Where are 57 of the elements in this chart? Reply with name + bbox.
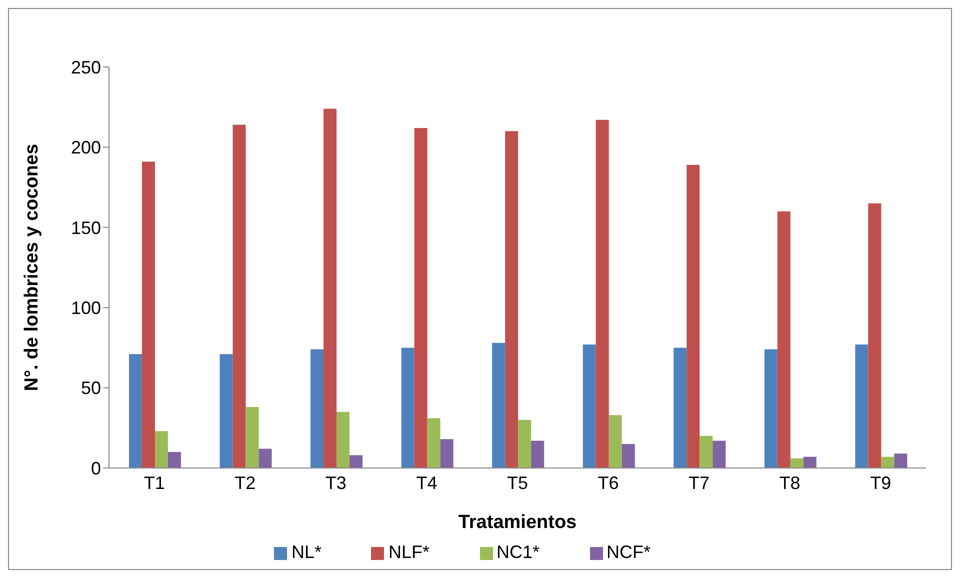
legend-label: NCF*	[606, 542, 651, 562]
bar	[622, 444, 635, 468]
y-axis-title: N°. de lombrices y cocones	[22, 144, 43, 392]
bar	[258, 448, 272, 468]
bar	[427, 418, 440, 468]
bar	[894, 454, 908, 468]
legend-label: NC1*	[496, 542, 540, 562]
bar	[246, 407, 259, 468]
bar	[324, 108, 337, 468]
bar	[674, 348, 687, 468]
bar	[414, 128, 428, 468]
bar	[531, 440, 544, 468]
bar	[868, 203, 882, 468]
x-tick-label: T6	[598, 472, 619, 493]
y-tick-label: 0	[90, 458, 101, 478]
bar	[232, 124, 246, 468]
y-tick-label: 150	[70, 218, 101, 238]
bar	[310, 349, 324, 468]
bar	[142, 162, 155, 468]
bar	[505, 131, 518, 468]
bar	[440, 439, 454, 468]
bar	[492, 342, 506, 468]
y-tick-label: 100	[70, 298, 101, 318]
bar	[128, 354, 142, 468]
x-tick-label: T7	[688, 472, 710, 493]
bar	[777, 211, 790, 468]
bar	[881, 456, 894, 468]
x-axis-title: Tratamientos	[458, 512, 577, 533]
bar	[700, 436, 713, 468]
bar	[855, 344, 868, 468]
x-tick-label: T5	[506, 472, 528, 493]
y-tick-label: 50	[80, 378, 101, 398]
y-tick-label: 250	[70, 57, 101, 78]
legend-label: NLF*	[388, 542, 430, 562]
bar	[401, 348, 414, 468]
x-tick-label: T3	[325, 472, 346, 493]
x-tick-label: T2	[234, 472, 256, 493]
x-tick-label: T8	[779, 472, 800, 493]
x-tick-label: T9	[870, 472, 892, 493]
bar	[790, 458, 804, 468]
legend-label: NL*	[291, 542, 322, 562]
bar	[582, 344, 596, 468]
bar	[803, 456, 816, 468]
bar	[220, 354, 233, 468]
bar	[596, 120, 609, 468]
x-tick-label: T4	[416, 472, 438, 493]
bar	[608, 415, 622, 468]
bar	[518, 420, 532, 468]
bar	[764, 349, 778, 468]
y-tick-label: 200	[70, 138, 101, 158]
bar	[336, 412, 350, 468]
bar	[350, 455, 363, 468]
bar	[686, 164, 700, 468]
bar	[154, 431, 168, 468]
bar	[168, 452, 181, 468]
bar	[712, 440, 726, 468]
x-tick-label: T1	[144, 472, 165, 493]
